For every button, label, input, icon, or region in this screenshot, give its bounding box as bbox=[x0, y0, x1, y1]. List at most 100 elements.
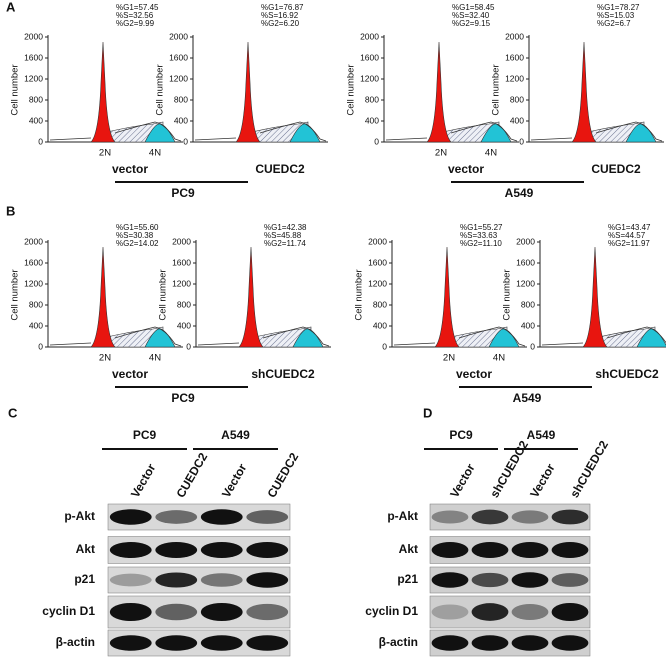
stat-text: %G2=11.10 bbox=[460, 239, 502, 248]
condition-label: vector bbox=[112, 367, 148, 381]
stat-text: %G1=43.47 bbox=[608, 223, 651, 232]
protein-label: Akt bbox=[399, 542, 418, 556]
band bbox=[200, 573, 243, 587]
band bbox=[200, 509, 243, 525]
band bbox=[155, 603, 198, 621]
band bbox=[246, 510, 289, 524]
y-tick-label: 1600 bbox=[24, 52, 43, 62]
band bbox=[109, 542, 152, 558]
stat-text: %G1=55.60 bbox=[116, 223, 159, 232]
band bbox=[471, 603, 509, 621]
g1-peak bbox=[582, 246, 608, 348]
y-tick-label: 800 bbox=[174, 94, 188, 104]
band bbox=[246, 635, 289, 651]
stat-text: %S=33.63 bbox=[460, 231, 498, 240]
protein-label: p-Akt bbox=[387, 509, 418, 523]
panel-label: B bbox=[6, 203, 15, 218]
y-tick-label: 400 bbox=[510, 115, 524, 125]
lane-label: Vector bbox=[128, 461, 159, 500]
peak-label: 4N bbox=[485, 148, 497, 159]
trace bbox=[194, 121, 327, 142]
y-tick-label: 800 bbox=[29, 299, 43, 309]
band bbox=[155, 635, 198, 651]
stat-text: %S=44.57 bbox=[608, 231, 646, 240]
condition-label: vector bbox=[456, 367, 492, 381]
y-tick-label: 800 bbox=[521, 299, 535, 309]
stat-text: %G2=14.02 bbox=[116, 239, 159, 248]
y-axis-label: Cell number bbox=[502, 269, 513, 320]
y-tick-label: 0 bbox=[38, 136, 43, 146]
y-tick-label: 400 bbox=[521, 320, 535, 330]
band bbox=[471, 635, 509, 651]
cell-line-label: A549 bbox=[513, 391, 542, 405]
y-tick-label: 2000 bbox=[169, 31, 188, 41]
trace bbox=[197, 326, 330, 347]
band bbox=[246, 542, 289, 558]
protein-label: cyclin D1 bbox=[365, 604, 418, 618]
y-axis-label: Cell number bbox=[491, 64, 502, 115]
band bbox=[431, 604, 469, 620]
g1-peak bbox=[571, 41, 597, 143]
band bbox=[551, 602, 589, 622]
y-tick-label: 0 bbox=[382, 341, 387, 351]
y-tick-label: 1600 bbox=[505, 52, 524, 62]
band bbox=[511, 510, 549, 524]
stat-text: %G2=11.74 bbox=[264, 239, 306, 248]
cell-line-label: PC9 bbox=[171, 391, 195, 405]
y-tick-label: 400 bbox=[177, 320, 191, 330]
group-label: A549 bbox=[527, 428, 556, 442]
lane-label: Vector bbox=[447, 461, 478, 500]
band bbox=[200, 542, 243, 558]
lane-label: CUEDC2 bbox=[173, 450, 210, 500]
y-tick-label: 1600 bbox=[169, 52, 188, 62]
stat-text: %S=16.92 bbox=[261, 11, 299, 20]
protein-label: β-actin bbox=[379, 635, 418, 649]
band bbox=[431, 510, 469, 524]
stat-text: %S=45.88 bbox=[264, 231, 302, 240]
band bbox=[511, 572, 549, 588]
g1-peak bbox=[235, 41, 261, 143]
peak-label: 2N bbox=[99, 353, 111, 364]
trace bbox=[393, 326, 526, 347]
cell-line-label: A549 bbox=[505, 186, 534, 200]
lane-label: Vector bbox=[219, 461, 250, 500]
y-tick-label: 1200 bbox=[24, 73, 43, 83]
stat-text: %S=30.38 bbox=[116, 231, 154, 240]
group-label: PC9 bbox=[133, 428, 157, 442]
band bbox=[551, 509, 589, 525]
y-tick-label: 1600 bbox=[24, 257, 43, 267]
stat-text: %G2=6.20 bbox=[261, 19, 300, 28]
g1-peak bbox=[426, 41, 452, 143]
g1-peak bbox=[90, 41, 116, 143]
band bbox=[431, 542, 469, 558]
band bbox=[109, 509, 152, 525]
band bbox=[431, 572, 469, 588]
trace bbox=[385, 121, 518, 142]
peak-label: 4N bbox=[493, 353, 505, 364]
protein-label: cyclin D1 bbox=[42, 604, 95, 618]
band bbox=[471, 572, 509, 588]
y-tick-label: 1600 bbox=[360, 52, 379, 62]
band bbox=[471, 509, 509, 525]
y-tick-label: 800 bbox=[510, 94, 524, 104]
y-tick-label: 2000 bbox=[172, 236, 191, 246]
stat-text: %G1=42.38 bbox=[264, 223, 307, 232]
y-tick-label: 1200 bbox=[368, 278, 387, 288]
band bbox=[155, 542, 198, 558]
y-tick-label: 400 bbox=[365, 115, 379, 125]
y-tick-label: 800 bbox=[373, 299, 387, 309]
panel-label: A bbox=[6, 0, 16, 14]
lane-label: shCUEDC2 bbox=[567, 438, 611, 500]
y-tick-label: 400 bbox=[174, 115, 188, 125]
lane-label: shCUEDC2 bbox=[487, 438, 531, 500]
y-tick-label: 2000 bbox=[505, 31, 524, 41]
band bbox=[511, 542, 549, 558]
y-tick-label: 1200 bbox=[360, 73, 379, 83]
trace bbox=[49, 121, 182, 142]
y-axis-label: Cell number bbox=[155, 64, 166, 115]
peak-label: 2N bbox=[99, 148, 111, 159]
stat-text: %G2=6.7 bbox=[597, 19, 631, 28]
trace bbox=[530, 121, 663, 142]
y-axis-label: Cell number bbox=[354, 269, 365, 320]
